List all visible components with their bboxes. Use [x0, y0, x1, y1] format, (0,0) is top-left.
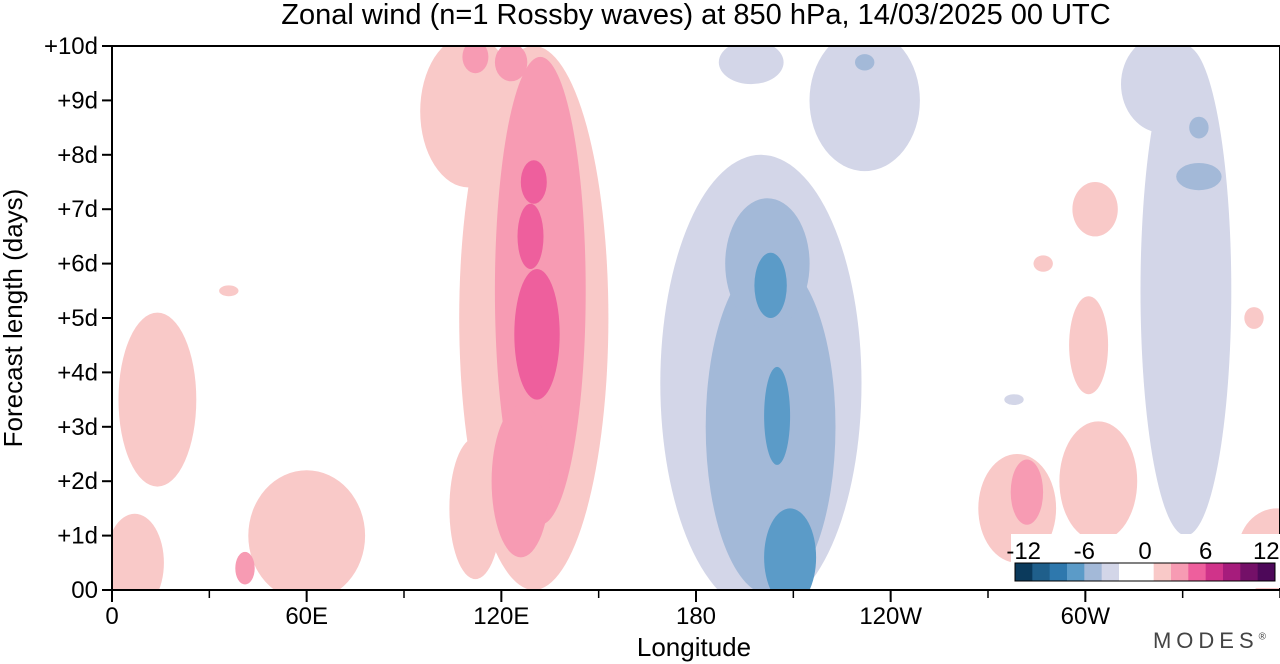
contour-negative-level-2-4: [1189, 116, 1209, 139]
x-tick-label: 120W: [859, 603, 922, 630]
colorbar-label: 0: [1138, 538, 1151, 565]
contour-negative-level-2-5: [855, 54, 875, 71]
colorbar-swatch: [1205, 563, 1224, 581]
colorbar-swatch: [1240, 563, 1259, 581]
contour-positive-level-3-2: [517, 203, 544, 269]
colorbar-swatch: [1136, 563, 1155, 581]
contour-positive-level-2-4: [462, 46, 489, 74]
y-tick-label: +7d: [57, 196, 98, 223]
contour-positive-level-1-6: [449, 437, 502, 580]
contour-negative-level-1-6: [1004, 394, 1024, 405]
colorbar-swatch: [1101, 563, 1120, 581]
contour-positive-level-1-13: [219, 285, 239, 297]
contour-positive-level-2-6: [235, 551, 255, 585]
contour-negative-level-3-2: [764, 366, 791, 465]
colorbar-swatch: [1084, 563, 1103, 581]
y-axis-label: Forecast length (days): [0, 189, 28, 448]
contour-positive-level-3-3: [520, 160, 547, 204]
chart-title: Zonal wind (n=1 Rossby waves) at 850 hPa…: [281, 0, 1110, 31]
contour-negative-level-1-4: [1121, 46, 1206, 134]
contour-negative-level-1-5: [718, 46, 784, 85]
colorbar-label: 6: [1199, 538, 1212, 565]
colorbar-swatch: [1032, 563, 1051, 581]
y-tick-label: +4d: [57, 359, 98, 386]
colorbar-swatch: [1015, 563, 1033, 581]
contour-positive-level-3-1: [514, 269, 560, 400]
contour-positive-level-1-11: [1072, 182, 1118, 237]
x-axis-label: Longitude: [637, 632, 751, 662]
y-tick-label: +6d: [57, 251, 98, 278]
y-tick-label: +2d: [57, 468, 98, 495]
colorbar-frame: [1014, 562, 1276, 582]
contour-negative-level-3-3: [754, 252, 787, 318]
brand-text: MODES: [1152, 628, 1259, 653]
colorbar-label: -12: [1006, 538, 1041, 565]
contour-layer: [112, 46, 1280, 590]
colorbar-swatch: [1067, 563, 1085, 581]
colorbar-swatch: [1171, 563, 1189, 581]
colorbar-swatch: [1257, 563, 1276, 581]
x-tick-label: 60W: [1061, 603, 1111, 630]
colorbar-swatch: [1188, 563, 1207, 581]
contour-positive-level-1-2: [420, 46, 518, 188]
colorbar-swatch: [1049, 563, 1068, 581]
colorbar-label: 12: [1253, 538, 1280, 565]
y-tick-label: +9d: [57, 87, 98, 114]
contour-positive-level-1-14: [1244, 307, 1264, 329]
y-tick-label: +5d: [57, 305, 98, 332]
y-axis-ticks: 00 +1d +2d +3d +4d +5d +6d +7d +8d +9d +10d: [44, 33, 112, 604]
colorbar-swatch: [1153, 563, 1172, 581]
y-tick-label: +10d: [44, 33, 98, 60]
x-tick-label: 120E: [473, 603, 529, 630]
y-tick-label: +1d: [57, 523, 98, 550]
contour-negative-level-3-1: [764, 508, 817, 590]
contour-positive-level-2-2: [491, 405, 550, 558]
colorbar-swatch: [1223, 563, 1241, 581]
modes-logo: MODES®: [1152, 628, 1266, 653]
x-axis-ticks: 0 60E 120E 180 120W 60W: [105, 590, 1280, 630]
contour-positive-level-1-4: [112, 513, 164, 590]
x-tick-label: 0: [105, 603, 118, 630]
y-tick-label: +3d: [57, 414, 98, 441]
contour-positive-level-1-3: [118, 312, 197, 487]
contour-positive-level-2-3: [494, 46, 528, 82]
x-tick-label: 60E: [285, 603, 328, 630]
contour-positive-level-2-5: [1010, 459, 1044, 525]
colorbar: -12 -6 0 6 12: [1006, 534, 1280, 588]
colorbar-swatch: [1119, 563, 1137, 581]
y-tick-label: 00: [71, 577, 98, 604]
contour-positive-level-1-5: [248, 470, 366, 590]
contour-negative-level-2-3: [1176, 163, 1222, 191]
contour-negative-level-1-2: [809, 46, 920, 172]
y-tick-label: +8d: [57, 142, 98, 169]
contour-positive-level-1-7: [1059, 421, 1138, 541]
contour-positive-level-1-9: [1069, 296, 1109, 395]
colorbar-label: -6: [1074, 538, 1095, 565]
contour-positive-level-1-12: [1033, 255, 1053, 272]
x-tick-label: 180: [676, 603, 716, 630]
